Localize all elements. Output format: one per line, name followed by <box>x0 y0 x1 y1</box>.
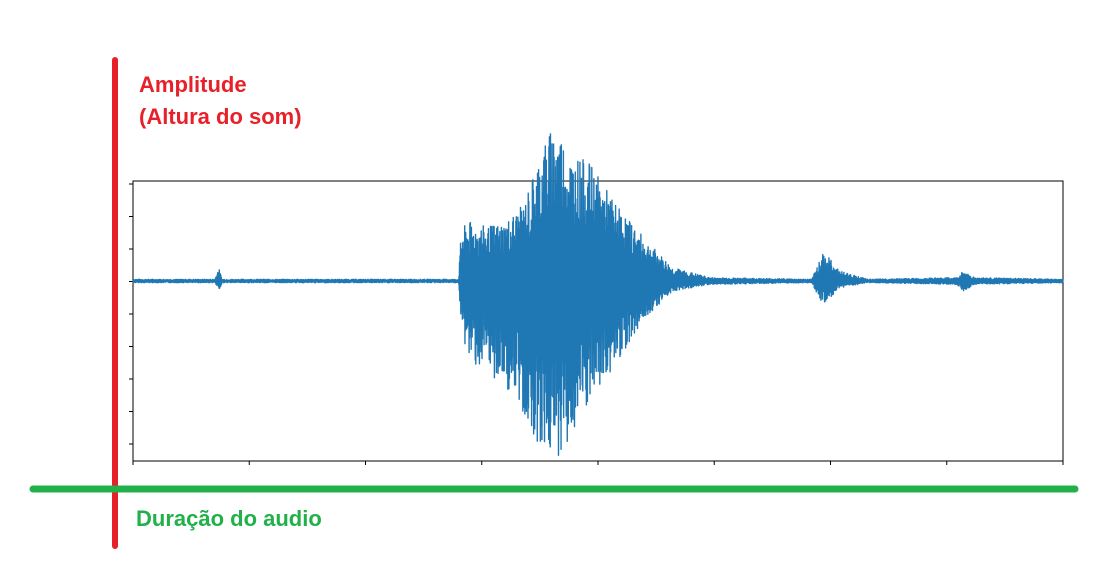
audio-waveform <box>132 133 1064 456</box>
amplitude-title: Amplitude <box>139 72 247 97</box>
x-axis-ticks <box>132 461 1064 465</box>
y-axis-ticks <box>129 183 133 445</box>
duration-label: Duração do audio <box>136 506 322 531</box>
waveform-series-line <box>132 133 1064 456</box>
amplitude-subtitle: (Altura do som) <box>139 104 302 129</box>
